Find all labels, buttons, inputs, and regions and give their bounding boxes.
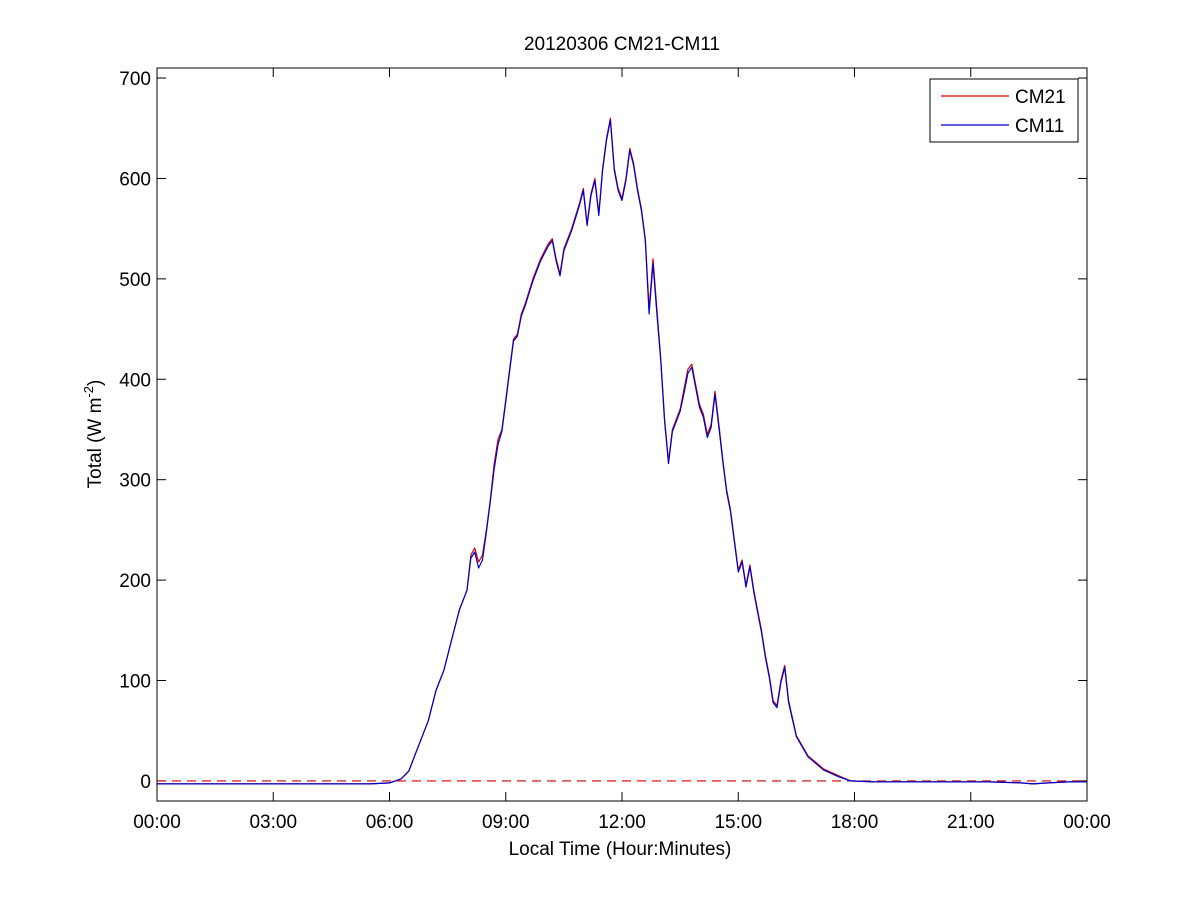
- y-axis-ticks: 0 100 200 300 400 500 600 700: [119, 69, 1087, 793]
- x-tick-label: 00:00: [1063, 812, 1111, 833]
- plot-area-background: [157, 68, 1087, 801]
- chart-title: 20120306 CM21-CM11: [524, 34, 720, 55]
- series-line-cm11: [157, 119, 1087, 785]
- x-tick-label: 06:00: [366, 812, 414, 833]
- x-tick-label: 12:00: [598, 812, 646, 833]
- plot-area-frame: [156, 67, 1088, 802]
- y-tick-label: 500: [119, 270, 151, 291]
- x-tick-label: 09:00: [482, 812, 530, 833]
- legend: CM21 CM11: [929, 78, 1079, 143]
- x-tick-label: 00:00: [133, 812, 181, 833]
- y-tick-label: 0: [140, 772, 151, 793]
- y-tick-label: 100: [119, 672, 151, 693]
- x-tick-label: 15:00: [714, 812, 762, 833]
- x-axis-ticks: 00:00 03:00 06:00 09:00 12:00 15:00 18:00 21:00…: [133, 68, 1111, 833]
- legend-box: [929, 78, 1079, 143]
- x-axis-label: Local Time (Hour:Minutes): [509, 839, 732, 860]
- y-axis-label: Total (W m-2): [81, 380, 106, 489]
- y-tick-label: 600: [119, 169, 151, 190]
- x-tick-label: 18:00: [831, 812, 879, 833]
- y-tick-label: 200: [119, 571, 151, 592]
- y-tick-label: 300: [119, 471, 151, 492]
- series-lines: [157, 117, 1087, 785]
- x-tick-label: 21:00: [947, 812, 995, 833]
- y-tick-label: 400: [119, 370, 151, 391]
- x-tick-label: 03:00: [249, 812, 297, 833]
- legend-label-cm11: CM11: [1015, 116, 1064, 137]
- y-tick-label: 700: [119, 69, 151, 90]
- legend-label-cm21: CM21: [1015, 87, 1066, 108]
